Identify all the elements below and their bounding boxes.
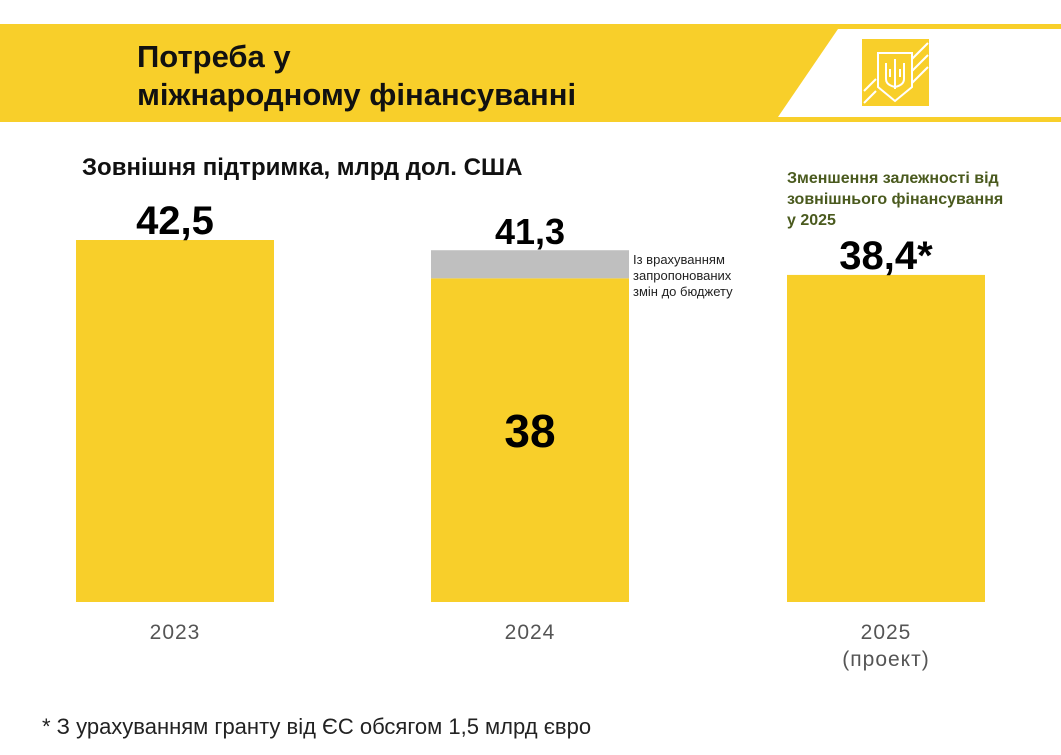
x-subtick-2025: (проект)	[842, 648, 929, 671]
value-label-2024: 38	[504, 405, 555, 457]
chart-title: Зовнішня підтримка, млрд дол. США	[82, 154, 523, 181]
bar-2024	[431, 278, 629, 602]
page-title: Потреба у міжнародному фінансуванні	[137, 39, 577, 112]
bar-extra-2024	[431, 250, 629, 279]
bar-2025	[787, 274, 985, 602]
x-tick-2024: 2024	[505, 621, 556, 644]
trident-logo-icon	[862, 39, 929, 106]
value-label-2025: 38,4*	[839, 234, 933, 278]
x-tick-2023: 2023	[150, 621, 201, 644]
footnote: * З урахуванням гранту від ЄС обсягом 1,…	[42, 714, 592, 739]
reduction-note: Зменшення залежності від зовнішнього фіна…	[787, 170, 1004, 229]
total-label-2024: 41,3	[495, 211, 565, 252]
bar-2023	[76, 240, 274, 602]
value-label-2023: 42,5	[136, 199, 214, 243]
budget-changes-annotation: Із врахуванням запропонованих змін до бюдж…	[633, 252, 733, 299]
x-tick-2025: 2025	[861, 621, 912, 644]
